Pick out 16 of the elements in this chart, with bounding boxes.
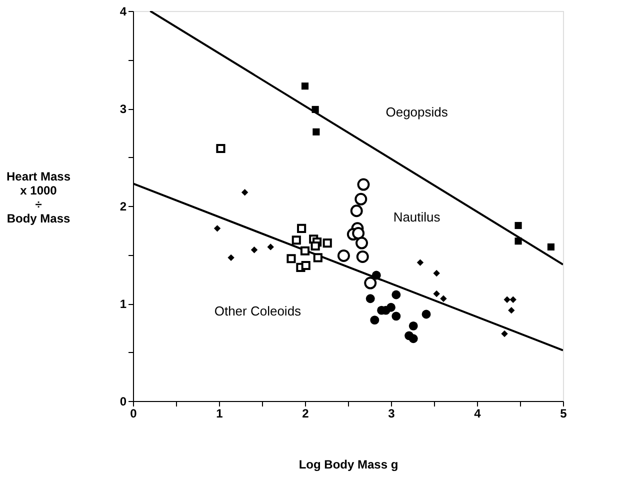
y-tick-label: 1	[120, 297, 127, 311]
x-tick-label: 5	[560, 406, 568, 420]
y-tick-label: 4	[120, 4, 127, 18]
y-tick-label: 0	[120, 394, 127, 408]
y-tick-label: 2	[120, 200, 127, 214]
x-tick-label: 4	[474, 406, 482, 420]
x-axis-title: Log Body Mass g	[298, 458, 398, 472]
y-axis-title: Heart Mass x 1000 ÷ Body Mass	[6, 170, 71, 226]
annotation: Oegopsids	[386, 104, 448, 120]
x-tick-label: 2	[302, 406, 310, 420]
annotation: Other Coleoids	[214, 303, 302, 318]
x-tick-label: 1	[216, 406, 224, 420]
y-tick-label: 3	[120, 102, 127, 116]
annotation: Nautilus	[393, 210, 441, 225]
x-tick-label: 0	[130, 406, 138, 420]
x-tick-label: 3	[388, 406, 396, 420]
